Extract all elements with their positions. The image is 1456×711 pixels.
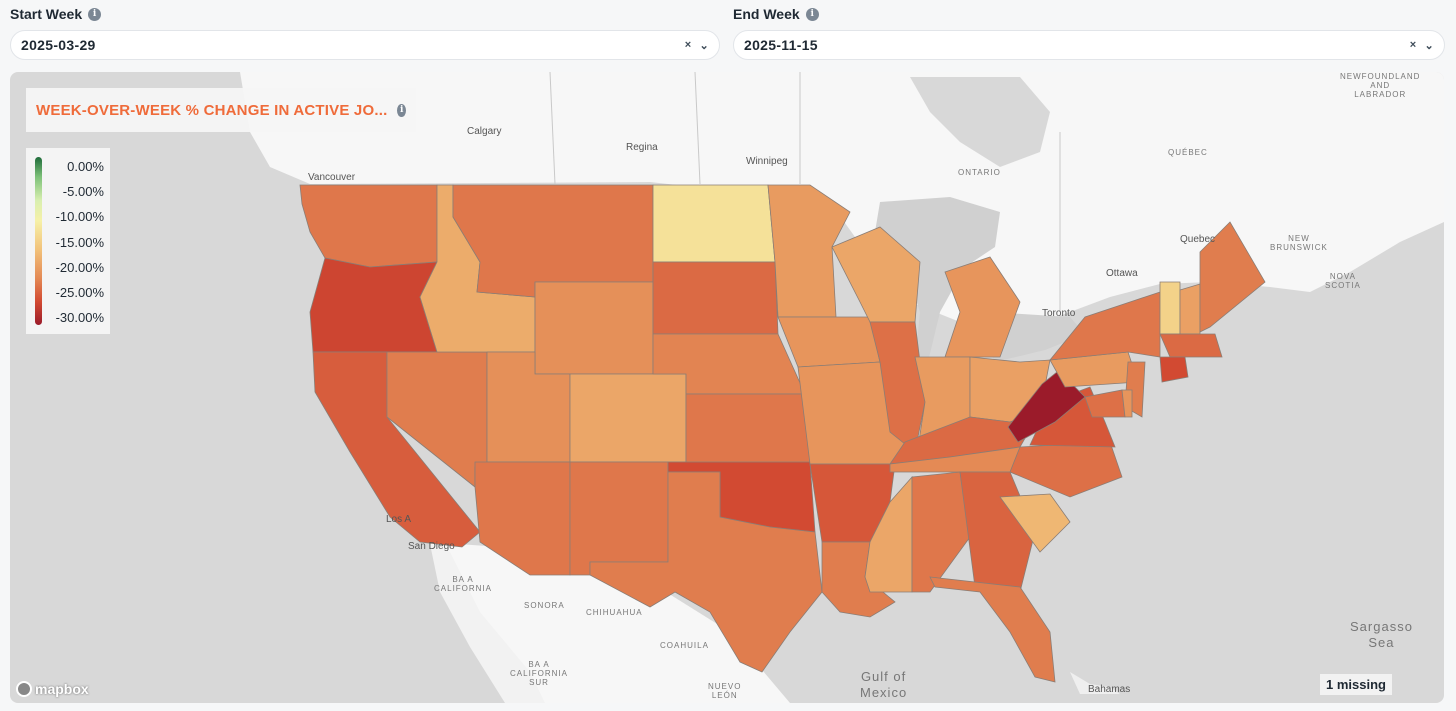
legend-tick: -30.00%	[55, 310, 104, 326]
state-wa[interactable]	[299, 184, 438, 268]
place-label-quebec-city: Quebec	[1180, 234, 1216, 245]
state-mt[interactable]	[452, 184, 654, 298]
state-ct[interactable]	[1159, 356, 1189, 383]
place-label-gulf-of-mexico: Gulf of Mexico	[860, 669, 908, 700]
canada-province-borders	[549, 72, 1061, 312]
info-icon[interactable]: i	[397, 103, 406, 117]
end-week-value: 2025-11-15	[744, 37, 818, 53]
choropleth-map[interactable]: WEEK-OVER-WEEK % CHANGE IN ACTIVE JO... …	[10, 72, 1444, 703]
place-label-vancouver: Vancouver	[308, 172, 356, 183]
state-nh[interactable]	[1179, 283, 1201, 335]
state-ma[interactable]	[1159, 333, 1223, 358]
place-label-chihuahua: CHIHUAHUA	[586, 608, 643, 617]
start-week-label-text: Start Week	[10, 6, 83, 22]
state-tx[interactable]	[589, 471, 823, 673]
state-vt[interactable]	[1159, 281, 1181, 335]
state-sc[interactable]	[999, 493, 1071, 553]
legend-tick: -20.00%	[55, 259, 104, 275]
place-label-quebec-region: QUÉBEC	[1168, 148, 1208, 157]
chevron-down-icon[interactable]: ⌄	[1424, 39, 1434, 52]
place-label-ottawa: Ottawa	[1106, 268, 1138, 279]
map-title-panel: WEEK-OVER-WEEK % CHANGE IN ACTIVE JO... …	[26, 88, 416, 132]
end-week-label: End Week i	[733, 6, 819, 22]
mapbox-logo[interactable]: mapbox	[16, 681, 89, 697]
missing-badge: 1 missing	[1320, 674, 1392, 695]
state-de[interactable]	[1121, 389, 1133, 418]
place-label-nova-scotia: NOVA SCOTIA	[1325, 272, 1361, 290]
legend-tick: -5.00%	[62, 184, 104, 200]
start-week-select[interactable]: 2025-03-29 × ⌄	[10, 30, 720, 60]
state-ia[interactable]	[777, 316, 881, 368]
color-legend: 0.00% -5.00% -10.00% -15.00% -20.00% -25…	[26, 148, 110, 334]
florida-keys	[1070, 672, 1120, 694]
hudson-bay	[910, 77, 1050, 167]
end-week-select[interactable]: 2025-11-15 × ⌄	[733, 30, 1445, 60]
legend-tick: -15.00%	[55, 234, 104, 250]
clear-icon[interactable]: ×	[684, 39, 692, 51]
place-label-newfoundland: NEWFOUNDLAND AND LABRADOR	[1340, 72, 1421, 99]
place-label-coahuila: COAHUILA	[660, 641, 709, 650]
legend-tick: -25.00%	[55, 285, 104, 301]
state-nm[interactable]	[569, 461, 669, 576]
state-fl[interactable]	[929, 576, 1056, 683]
end-week-label-text: End Week	[733, 6, 800, 22]
place-label-san-diego: San Diego	[408, 541, 455, 552]
place-label-sargasso-sea: Sargasso Sea	[1350, 619, 1413, 650]
mapbox-icon	[16, 681, 32, 697]
legend-color-bar	[35, 157, 42, 325]
legend-ticks: 0.00% -5.00% -10.00% -15.00% -20.00% -25…	[52, 154, 104, 330]
legend-tick: -10.00%	[55, 209, 104, 225]
state-wy[interactable]	[534, 281, 654, 375]
states-layer[interactable]	[299, 184, 1266, 683]
chevron-down-icon[interactable]: ⌄	[699, 39, 709, 52]
state-ga[interactable]	[959, 471, 1036, 593]
map-title: WEEK-OVER-WEEK % CHANGE IN ACTIVE JO...	[36, 101, 388, 119]
clear-icon[interactable]: ×	[1409, 39, 1417, 51]
state-al[interactable]	[911, 471, 971, 593]
state-sd[interactable]	[652, 261, 779, 335]
info-icon[interactable]: i	[88, 7, 102, 21]
state-ks[interactable]	[685, 393, 811, 465]
state-me[interactable]	[1199, 221, 1266, 333]
place-label-regina: Regina	[626, 142, 658, 153]
place-label-calgary: Calgary	[467, 126, 502, 137]
map-canvas[interactable]	[10, 72, 1444, 703]
start-week-value: 2025-03-29	[21, 37, 96, 53]
place-label-winnipeg: Winnipeg	[746, 156, 788, 167]
place-label-new-brunswick: NEW BRUNSWICK	[1270, 234, 1328, 252]
place-label-baja-california: BA A CALIFORNIA	[434, 575, 493, 593]
state-or[interactable]	[309, 257, 438, 353]
state-nd[interactable]	[652, 184, 776, 263]
state-co[interactable]	[569, 373, 687, 463]
baja-peninsula	[430, 544, 545, 703]
info-icon[interactable]: i	[805, 7, 819, 21]
place-label-bahamas: Bahamas	[1088, 684, 1131, 695]
state-mn[interactable]	[767, 184, 851, 318]
mapbox-text: mapbox	[35, 681, 89, 697]
start-week-label: Start Week i	[10, 6, 102, 22]
place-label-baja-california-sur: BA A CALIFORNIA SUR	[510, 660, 569, 687]
place-label-nuevo-leon: NUEVO LEÓN	[708, 682, 742, 700]
place-label-los-angeles: Los A	[386, 514, 412, 525]
place-label-ontario: ONTARIO	[958, 168, 1001, 177]
state-nc[interactable]	[1009, 441, 1123, 498]
legend-tick: 0.00%	[67, 159, 104, 174]
place-label-sonora: SONORA	[524, 601, 565, 610]
state-mi[interactable]	[944, 256, 1021, 358]
great-lakes	[875, 197, 1085, 362]
place-label-toronto: Toronto	[1042, 308, 1076, 319]
